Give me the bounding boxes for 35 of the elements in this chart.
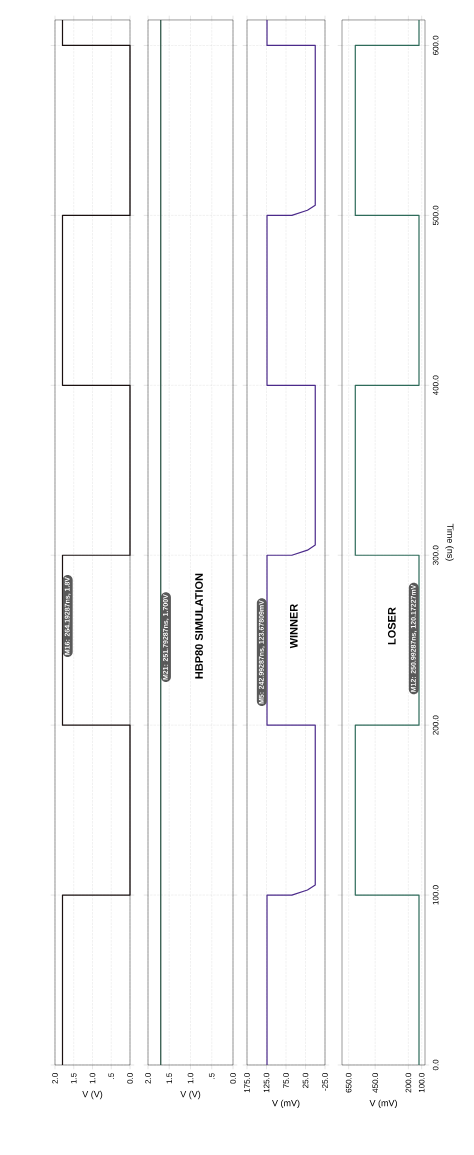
x-axis-title: V (V): [82, 1090, 103, 1100]
x-tick-label: .5: [208, 1073, 215, 1079]
x-tick-label: 1.5: [70, 1073, 77, 1084]
x-tick-label: 125.0: [263, 1073, 270, 1093]
x-tick-label: 450.0: [372, 1073, 379, 1093]
x-tick-label: 650.0: [345, 1073, 352, 1093]
y-tick-label: 200.0: [432, 715, 439, 735]
x-tick-label: -25.0: [322, 1073, 328, 1091]
y-tick-label: 600.0: [432, 35, 439, 56]
x-tick-label: 1.5: [166, 1073, 173, 1084]
x-tick-label: 1.0: [187, 1073, 194, 1084]
x-tick-label: 100.0: [418, 1073, 425, 1093]
x-tick-label: 2.0: [52, 1073, 58, 1084]
y-tick-label: 400.0: [432, 375, 439, 396]
x-axis-title: V (V): [180, 1090, 201, 1100]
annotation: HBP80 SIMULATION: [195, 573, 203, 679]
y-axis-title: Time (ns): [445, 523, 454, 561]
x-tick-label: 2.0: [145, 1073, 151, 1084]
x-tick-label: 1.0: [89, 1073, 96, 1084]
x-tick-label: 0.0: [127, 1073, 133, 1084]
annotation: WINNER: [290, 604, 298, 649]
x-axis-title: V (mV): [272, 1099, 300, 1109]
y-tick-label: 500.0: [432, 205, 439, 226]
x-tick-label: .5: [108, 1073, 115, 1079]
line-series: [354, 19, 420, 1066]
x-tick-label: 200.0: [405, 1073, 412, 1093]
y-tick-label: 300.0: [432, 545, 439, 565]
x-tick-label: 75.0: [283, 1073, 289, 1088]
x-tick-label: 175.0: [244, 1073, 250, 1093]
annotation: LOSER: [387, 607, 396, 645]
y-tick-label: 100.0: [432, 885, 439, 905]
x-tick-label: 25.0: [302, 1073, 309, 1088]
x-axis-title: V (mV): [369, 1099, 397, 1109]
x-tick-label: 0.0: [230, 1073, 236, 1084]
y-tick-label: 0.0: [432, 1059, 439, 1071]
